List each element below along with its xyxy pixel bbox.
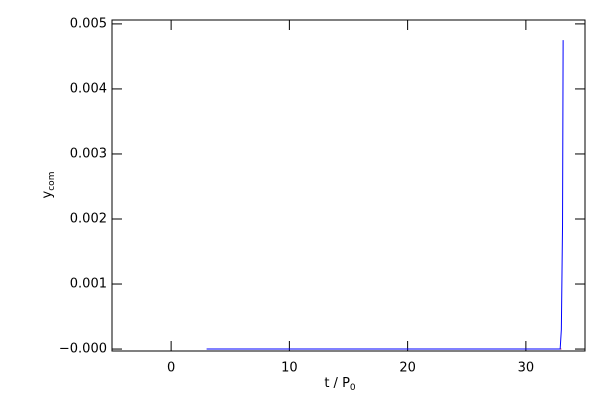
y-tick-label: 0.003 (70, 146, 107, 161)
y-tick-label: −0.000 (59, 342, 107, 357)
x-tick-label: 20 (399, 361, 416, 376)
x-tick-label: 30 (518, 361, 535, 376)
x-tick-label: 10 (281, 361, 298, 376)
x-tick-label: 0 (167, 361, 175, 376)
x-axis-label-main: t / P (324, 376, 350, 391)
y-axis-label-sub: com (47, 172, 57, 191)
plot-frame (111, 19, 586, 352)
y-tick-label: 0.002 (70, 211, 107, 226)
x-axis-label-sub: 0 (350, 383, 356, 393)
y-axis-label-main: y (40, 190, 55, 198)
y-axis-label: ycom (40, 172, 57, 199)
y-tick-label: 0.004 (70, 81, 107, 96)
y-tick-label: 0.005 (70, 16, 107, 31)
x-axis-label: t / P0 (324, 376, 356, 393)
y-tick-label: 0.001 (70, 277, 107, 292)
data-line (206, 40, 564, 350)
